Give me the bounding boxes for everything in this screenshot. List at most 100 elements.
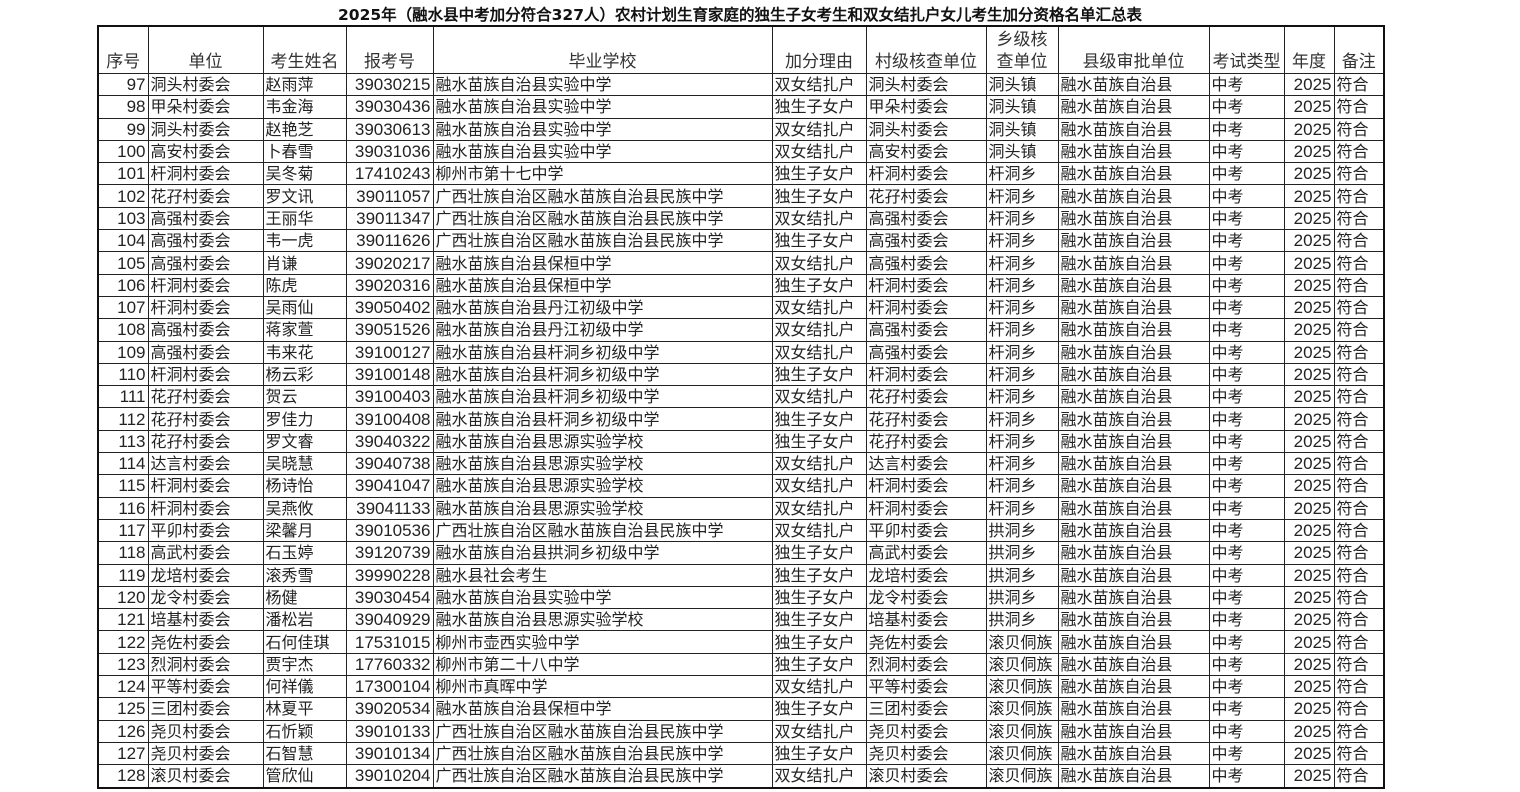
cell-exam-type: 中考 (1208, 95, 1285, 119)
cell-school: 融水苗族自治县丹江初级中学 (432, 318, 773, 342)
cell-exam-type: 中考 (1208, 630, 1285, 654)
cell-seq: 120 (97, 585, 149, 610)
cell-reason: 独生子女户 (771, 741, 867, 766)
cell-remark: 符合 (1333, 407, 1385, 431)
cell-exam-type: 中考 (1208, 295, 1285, 320)
cell-unit: 花孖村委会 (147, 385, 264, 409)
table-row: 118 高武村委会 石玉婷 39120739 融水苗族自治县拱洞乡初级中学 独生子女户 高武… (97, 541, 1385, 565)
cell-remark: 符合 (1333, 474, 1385, 498)
cell-township-check: 洞头镇 (985, 72, 1059, 97)
table-row: 108 高强村委会 蒋家萱 39051526 融水苗族自治县丹江初级中学 双女结扎户 高强村… (97, 318, 1385, 342)
cell-township-check: 杆洞乡 (985, 362, 1059, 387)
cell-year: 2025 (1283, 741, 1335, 766)
cell-reason: 独生子女户 (771, 184, 867, 208)
cell-exam-number: 39010536 (345, 518, 434, 543)
cell-reason: 双女结扎户 (771, 764, 867, 788)
cell-unit: 高强村委会 (147, 318, 264, 342)
cell-township-check: 杆洞乡 (985, 206, 1059, 231)
cell-reason: 独生子女户 (771, 429, 867, 454)
cell-school: 融水苗族自治县杆洞乡初级中学 (432, 340, 773, 364)
cell-year: 2025 (1283, 162, 1335, 186)
cell-seq: 114 (97, 452, 149, 476)
cell-remark: 符合 (1333, 452, 1385, 476)
cell-school: 融水县社会考生 (432, 563, 773, 587)
cell-exam-type: 中考 (1208, 407, 1285, 431)
cell-unit: 杆洞村委会 (147, 496, 264, 520)
cell-year: 2025 (1283, 273, 1335, 297)
cell-seq: 98 (97, 95, 149, 119)
cell-exam-type: 中考 (1208, 229, 1285, 253)
cell-school: 融水苗族自治县保桓中学 (432, 273, 773, 297)
table-row: 111 花孖村委会 贺云 39100403 融水苗族自治县杆洞乡初级中学 双女结扎户 花孖村… (97, 385, 1385, 409)
cell-school: 融水苗族自治县思源实验学校 (432, 496, 773, 520)
cell-reason: 双女结扎户 (771, 139, 867, 164)
cell-name: 管欣仙 (262, 764, 347, 788)
cell-school: 融水苗族自治县思源实验学校 (432, 474, 773, 498)
cell-year: 2025 (1283, 429, 1335, 454)
cell-township-check: 杆洞乡 (985, 184, 1059, 208)
cell-seq: 117 (97, 518, 149, 543)
cell-county-approval: 融水苗族自治县 (1057, 429, 1210, 454)
cell-township-check: 洞头镇 (985, 95, 1059, 119)
cell-year: 2025 (1283, 585, 1335, 610)
cell-village-check: 平等村委会 (865, 675, 987, 699)
cell-exam-number: 39011626 (345, 229, 434, 253)
cell-remark: 符合 (1333, 340, 1385, 364)
cell-name: 赵雨萍 (262, 72, 347, 97)
cell-exam-type: 中考 (1208, 117, 1285, 141)
cell-name: 吴雨仙 (262, 295, 347, 320)
cell-reason: 双女结扎户 (771, 496, 867, 520)
cell-reason: 独生子女户 (771, 229, 867, 253)
cell-seq: 123 (97, 652, 149, 677)
cell-county-approval: 融水苗族自治县 (1057, 541, 1210, 565)
header-school: 毕业学校 (432, 25, 773, 74)
cell-village-check: 杆洞村委会 (865, 474, 987, 498)
cell-school: 柳州市真晖中学 (432, 675, 773, 699)
cell-year: 2025 (1283, 385, 1335, 409)
cell-reason: 双女结扎户 (771, 206, 867, 231)
cell-name: 罗文讯 (262, 184, 347, 208)
cell-remark: 符合 (1333, 630, 1385, 654)
cell-remark: 符合 (1333, 496, 1385, 520)
cell-remark: 符合 (1333, 429, 1385, 454)
cell-remark: 符合 (1333, 518, 1385, 543)
cell-township-check: 拱洞乡 (985, 541, 1059, 565)
cell-exam-number: 39040738 (345, 452, 434, 476)
table-row: 117 平卯村委会 梁馨月 39010536 广西壮族自治区融水苗族自治县民族中学 双女结… (97, 518, 1385, 543)
cell-school: 融水苗族自治县杆洞乡初级中学 (432, 407, 773, 431)
cell-reason: 双女结扎户 (771, 675, 867, 699)
cell-exam-type: 中考 (1208, 697, 1285, 721)
header-township-check: 乡级核查单位 (985, 25, 1059, 74)
cell-year: 2025 (1283, 251, 1335, 275)
table-body: 97 洞头村委会 赵雨萍 39030215 融水苗族自治县实验中学 双女结扎户 洞头村委会洞… (97, 72, 1385, 788)
cell-county-approval: 融水苗族自治县 (1057, 184, 1210, 208)
cell-county-approval: 融水苗族自治县 (1057, 518, 1210, 543)
cell-seq: 102 (97, 184, 149, 208)
cell-school: 柳州市第二十八中学 (432, 652, 773, 677)
cell-school: 广西壮族自治区融水苗族自治县民族中学 (432, 764, 773, 788)
cell-school: 广西壮族自治区融水苗族自治县民族中学 (432, 229, 773, 253)
cell-year: 2025 (1283, 652, 1335, 677)
cell-remark: 符合 (1333, 95, 1385, 119)
cell-county-approval: 融水苗族自治县 (1057, 741, 1210, 766)
cell-township-check: 杆洞乡 (985, 474, 1059, 498)
cell-seq: 106 (97, 273, 149, 297)
cell-unit: 杆洞村委会 (147, 273, 264, 297)
cell-township-check: 杆洞乡 (985, 318, 1059, 342)
table-row: 109 高强村委会 韦来花 39100127 融水苗族自治县杆洞乡初级中学 双女结扎户 高强… (97, 340, 1385, 364)
cell-year: 2025 (1283, 117, 1335, 141)
cell-exam-number: 39100403 (345, 385, 434, 409)
cell-reason: 独生子女户 (771, 630, 867, 654)
table-row: 107 杆洞村委会 吴雨仙 39050402 融水苗族自治县丹江初级中学 双女结扎户 杆洞村… (97, 295, 1385, 320)
cell-remark: 符合 (1333, 318, 1385, 342)
cell-township-check: 杆洞乡 (985, 229, 1059, 253)
cell-township-check: 拱洞乡 (985, 585, 1059, 610)
cell-exam-type: 中考 (1208, 541, 1285, 565)
cell-year: 2025 (1283, 318, 1335, 342)
cell-school: 融水苗族自治县实验中学 (432, 95, 773, 119)
cell-township-check: 洞头镇 (985, 117, 1059, 141)
cell-county-approval: 融水苗族自治县 (1057, 452, 1210, 476)
table-row: 120 龙令村委会 杨健 39030454 融水苗族自治县实验中学 独生子女户 龙令村委会拱… (97, 585, 1385, 610)
cell-name: 卜春雪 (262, 139, 347, 164)
cell-unit: 甲朵村委会 (147, 95, 264, 119)
